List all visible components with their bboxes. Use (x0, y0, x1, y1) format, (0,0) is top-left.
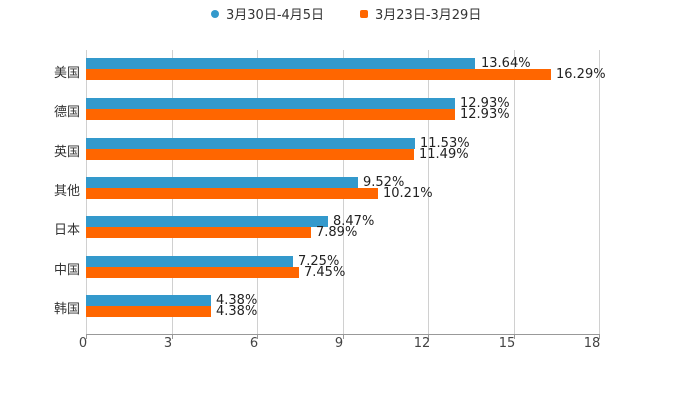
bar-series2[interactable] (86, 267, 299, 278)
category-label: 其他 (53, 184, 80, 199)
category-label: 德国 (53, 105, 80, 120)
value-label: 10.21% (383, 186, 433, 201)
category-label: 中国 (53, 263, 80, 278)
bar-series2[interactable] (86, 149, 414, 160)
bar-series1[interactable] (86, 216, 328, 227)
value-label: 12.93% (460, 107, 510, 122)
bar-series1[interactable] (86, 177, 358, 188)
chart-legend: 3月30日-4月5日 3月23日-3月29日 (0, 4, 700, 24)
bar-series1[interactable] (86, 58, 475, 69)
value-label: 16.29% (556, 67, 606, 82)
x-tick-label: 12 (413, 336, 431, 351)
value-label: 7.45% (304, 265, 346, 280)
bar-series1[interactable] (86, 256, 293, 267)
bar-series2[interactable] (86, 306, 211, 317)
x-tick (86, 334, 87, 339)
category-label: 日本 (53, 223, 80, 238)
value-label: 7.89% (316, 225, 358, 240)
value-label: 11.49% (419, 147, 469, 162)
value-label: 7.25% (298, 254, 340, 269)
x-tick-label: 9 (334, 336, 344, 351)
gridline (428, 50, 429, 334)
x-tick-label: 0 (78, 336, 88, 351)
x-tick (514, 334, 515, 339)
bar-series2[interactable] (86, 227, 311, 238)
x-tick-label: 6 (249, 336, 259, 351)
legend-marker-series1 (211, 9, 219, 18)
value-label: 12.93% (460, 96, 510, 111)
legend-marker-series2 (360, 9, 368, 18)
category-label: 韩国 (53, 302, 80, 317)
legend-label-series2: 3月23日-3月29日 (375, 8, 482, 23)
bar-series1[interactable] (86, 98, 455, 109)
x-tick-label: 15 (498, 336, 516, 351)
x-tick (343, 334, 344, 339)
x-tick (428, 334, 429, 339)
value-label: 4.38% (216, 304, 258, 319)
bar-series2[interactable] (86, 188, 378, 199)
value-label: 11.53% (420, 136, 470, 151)
value-label: 9.52% (363, 175, 405, 190)
bar-series2[interactable] (86, 69, 551, 80)
bar-series1[interactable] (86, 295, 211, 306)
bar-series2[interactable] (86, 109, 455, 120)
value-label: 4.38% (216, 293, 258, 308)
x-tick-label: 3 (163, 336, 173, 351)
x-tick (172, 334, 173, 339)
x-tick (599, 334, 600, 339)
category-label: 英国 (53, 145, 80, 160)
value-label: 13.64% (481, 56, 531, 71)
gridline (599, 50, 600, 334)
category-label: 美国 (53, 66, 80, 81)
x-tick (257, 334, 258, 339)
legend-item-series1[interactable]: 3月30日-4月5日 (211, 4, 324, 23)
gridline (514, 50, 515, 334)
x-tick-label: 18 (583, 336, 601, 351)
legend-label-series1: 3月30日-4月5日 (226, 8, 325, 23)
legend-item-series2[interactable]: 3月23日-3月29日 (360, 4, 481, 23)
value-label: 8.47% (333, 214, 375, 229)
bar-series1[interactable] (86, 138, 415, 149)
